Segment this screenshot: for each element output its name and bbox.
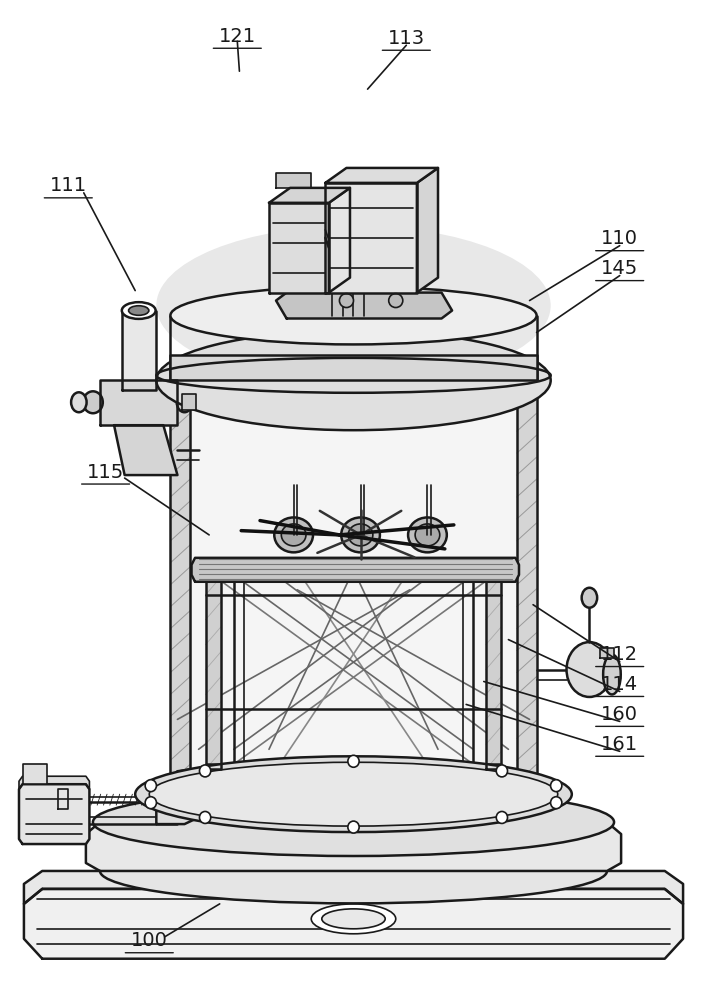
- Text: 114: 114: [601, 675, 638, 694]
- Polygon shape: [190, 380, 517, 804]
- Polygon shape: [19, 784, 89, 844]
- Polygon shape: [276, 293, 452, 319]
- Ellipse shape: [156, 226, 551, 385]
- Ellipse shape: [170, 287, 537, 344]
- Ellipse shape: [408, 517, 447, 552]
- Polygon shape: [276, 173, 311, 188]
- Polygon shape: [486, 570, 501, 769]
- Ellipse shape: [129, 306, 149, 315]
- Ellipse shape: [281, 524, 306, 546]
- Ellipse shape: [177, 392, 192, 412]
- Ellipse shape: [145, 797, 156, 809]
- Polygon shape: [206, 570, 221, 769]
- Ellipse shape: [156, 330, 551, 430]
- Ellipse shape: [175, 770, 200, 798]
- Polygon shape: [517, 380, 537, 804]
- Ellipse shape: [389, 294, 403, 308]
- Ellipse shape: [496, 765, 508, 777]
- Ellipse shape: [93, 788, 614, 856]
- Ellipse shape: [145, 780, 156, 792]
- Text: 113: 113: [387, 29, 425, 48]
- Ellipse shape: [199, 811, 211, 823]
- Polygon shape: [114, 425, 177, 475]
- Polygon shape: [329, 188, 350, 293]
- Text: 110: 110: [601, 229, 638, 248]
- Text: 100: 100: [131, 931, 168, 950]
- Polygon shape: [269, 188, 350, 203]
- Ellipse shape: [566, 642, 612, 697]
- Ellipse shape: [341, 517, 380, 552]
- Polygon shape: [269, 203, 329, 293]
- Polygon shape: [122, 311, 156, 390]
- Ellipse shape: [135, 756, 572, 832]
- Ellipse shape: [496, 811, 508, 823]
- Polygon shape: [24, 871, 683, 904]
- Ellipse shape: [322, 909, 385, 929]
- Ellipse shape: [582, 588, 597, 608]
- Ellipse shape: [348, 821, 359, 833]
- Polygon shape: [100, 380, 177, 425]
- Ellipse shape: [71, 392, 86, 412]
- Text: 115: 115: [87, 463, 124, 482]
- Ellipse shape: [274, 517, 313, 552]
- Ellipse shape: [603, 655, 621, 694]
- Polygon shape: [417, 168, 438, 293]
- Ellipse shape: [349, 524, 373, 546]
- Polygon shape: [325, 168, 438, 183]
- Text: 145: 145: [601, 259, 638, 278]
- Polygon shape: [58, 789, 69, 809]
- Ellipse shape: [339, 294, 354, 308]
- Ellipse shape: [348, 755, 359, 767]
- Polygon shape: [86, 822, 621, 871]
- Text: 160: 160: [601, 705, 638, 724]
- Ellipse shape: [83, 391, 103, 413]
- Ellipse shape: [311, 904, 396, 934]
- Polygon shape: [325, 183, 417, 293]
- Polygon shape: [170, 355, 537, 380]
- Polygon shape: [23, 764, 47, 784]
- Polygon shape: [24, 889, 683, 959]
- Ellipse shape: [149, 762, 558, 826]
- Polygon shape: [192, 558, 519, 582]
- Text: 111: 111: [49, 176, 87, 195]
- Polygon shape: [600, 648, 614, 658]
- Ellipse shape: [551, 797, 562, 809]
- Text: 161: 161: [601, 735, 638, 754]
- Ellipse shape: [415, 524, 440, 546]
- Polygon shape: [19, 776, 89, 789]
- Polygon shape: [156, 769, 213, 824]
- Ellipse shape: [199, 765, 211, 777]
- Polygon shape: [182, 394, 197, 410]
- Ellipse shape: [551, 780, 562, 792]
- Text: 112: 112: [601, 645, 638, 664]
- Polygon shape: [170, 380, 190, 804]
- Text: 121: 121: [218, 27, 256, 46]
- Ellipse shape: [122, 302, 156, 319]
- Ellipse shape: [100, 839, 607, 903]
